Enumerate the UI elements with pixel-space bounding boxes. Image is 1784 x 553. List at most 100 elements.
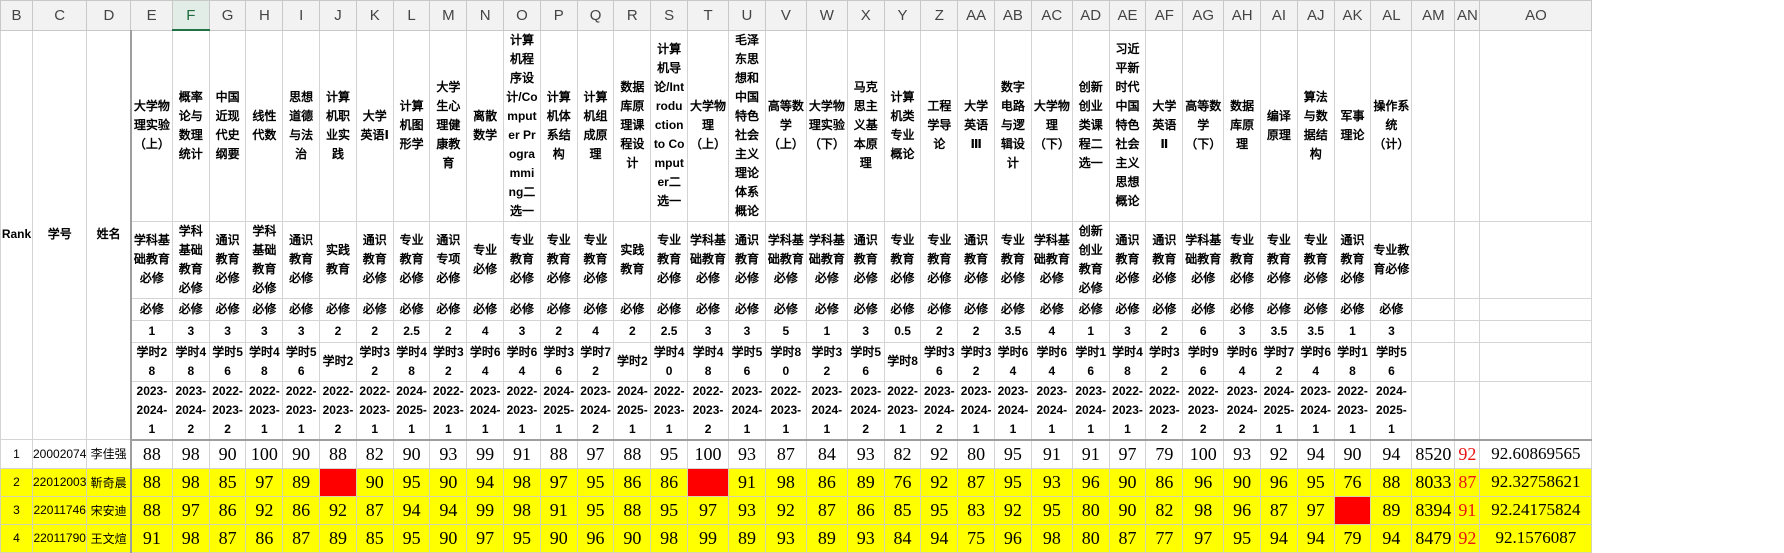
score-cell[interactable]: 98 [1182, 495, 1225, 525]
rank-value-cell[interactable]: 92 [1454, 523, 1481, 553]
course-hours-cell[interactable]: 学时40 [650, 341, 689, 382]
course-type-cell[interactable]: 实践教育 [613, 220, 652, 299]
course-req-cell[interactable]: 必修 [846, 297, 885, 321]
course-term-cell[interactable]: 2022-2023-1 [1108, 380, 1147, 441]
rank-value-cell[interactable]: 92 [1454, 439, 1481, 469]
score-cell[interactable]: 90 [613, 523, 652, 553]
course-hours-cell[interactable]: 学时64 [994, 341, 1032, 382]
course-term-cell[interactable]: 2024-2025-1 [1370, 380, 1413, 441]
course-req-cell[interactable]: 必修 [392, 297, 431, 321]
total-cell[interactable]: 8394 [1411, 495, 1456, 525]
course-req-cell[interactable]: 必修 [728, 297, 766, 321]
rank-value-cell[interactable]: 91 [1454, 495, 1481, 525]
score-cell[interactable]: 86 [282, 495, 321, 525]
score-cell[interactable]: 92 [920, 439, 959, 469]
course-credit-cell[interactable]: 2 [1145, 319, 1184, 343]
course-title-cell[interactable]: 计算机导论/Introduction to Computer二选一 [650, 29, 689, 222]
course-type-cell[interactable]: 通识教育必修 [1108, 220, 1147, 299]
course-hours-cell[interactable]: 学时2 [319, 341, 357, 382]
course-credit-cell[interactable]: 2 [613, 319, 652, 343]
course-hours-cell[interactable]: 学时48 [1108, 341, 1147, 382]
column-header-ai[interactable]: AI [1260, 0, 1298, 31]
score-cell[interactable]: 89 [282, 467, 321, 497]
course-term-cell[interactable]: 2023-2024-1 [994, 380, 1032, 441]
course-title-cell[interactable]: 计算机类专业概论 [883, 29, 922, 222]
course-hours-cell[interactable]: 学时48 [687, 341, 730, 382]
score-cell[interactable]: 97 [171, 495, 210, 525]
course-credit-cell[interactable]: 3 [846, 319, 885, 343]
course-title-cell[interactable]: 算法与数据结构 [1296, 29, 1335, 222]
course-title-cell[interactable]: 高等数学（下） [1182, 29, 1225, 222]
course-term-cell[interactable]: 2022-2023-2 [1145, 380, 1184, 441]
course-hours-cell[interactable]: 学时32 [429, 341, 468, 382]
column-header-s[interactable]: S [650, 0, 689, 31]
course-credit-cell[interactable]: 1 [129, 319, 173, 343]
score-cell[interactable]: 89 [319, 523, 357, 553]
empty-cell[interactable] [1479, 220, 1593, 299]
score-cell[interactable]: 87 [1260, 495, 1298, 525]
course-hours-cell[interactable]: 学时32 [957, 341, 996, 382]
score-cell[interactable]: 90 [1108, 467, 1147, 497]
score-cell[interactable]: 86 [846, 495, 885, 525]
course-hours-cell[interactable]: 学时72 [1260, 341, 1298, 382]
empty-cell[interactable] [1454, 29, 1481, 222]
empty-cell[interactable] [1479, 297, 1593, 321]
empty-cell[interactable] [1479, 319, 1593, 343]
course-term-cell[interactable]: 2022-2023-1 [429, 380, 468, 441]
course-credit-cell[interactable]: 3.5 [994, 319, 1032, 343]
course-title-cell[interactable]: 创新创业类课程二选一 [1071, 29, 1110, 222]
course-req-cell[interactable]: 必修 [1108, 297, 1147, 321]
course-hours-cell[interactable]: 学时2 [613, 341, 652, 382]
course-req-cell[interactable]: 必修 [613, 297, 652, 321]
course-title-cell[interactable]: 计算机程序设计/Computer Programming二选一 [503, 29, 541, 222]
column-header-ae[interactable]: AE [1108, 0, 1147, 31]
course-term-cell[interactable]: 2022-2023-1 [883, 380, 922, 441]
score-cell[interactable]: 100 [245, 439, 284, 469]
course-type-cell[interactable]: 通识教育必修 [208, 220, 247, 299]
empty-cell[interactable] [1479, 380, 1593, 441]
score-cell[interactable]: 86 [613, 467, 652, 497]
course-title-cell[interactable]: 大学英语Ⅲ [957, 29, 996, 222]
column-header-aj[interactable]: AJ [1296, 0, 1335, 31]
column-header-x[interactable]: X [846, 0, 885, 31]
course-hours-cell[interactable]: 学时32 [805, 341, 848, 382]
course-term-cell[interactable]: 2023-2024-1 [957, 380, 996, 441]
score-cell[interactable]: 95 [576, 495, 615, 525]
score-cell[interactable]: 94 [466, 467, 505, 497]
score-cell[interactable]: 95 [650, 439, 689, 469]
rank-cell[interactable]: 4 [0, 523, 33, 553]
score-cell[interactable]: 91 [1071, 439, 1110, 469]
course-term-cell[interactable]: 2024-2025-1 [392, 380, 431, 441]
course-credit-cell[interactable]: 3 [1108, 319, 1147, 343]
course-hours-cell[interactable]: 学时80 [764, 341, 807, 382]
column-header-m[interactable]: M [429, 0, 468, 31]
course-type-cell[interactable]: 通识专项必修 [429, 220, 468, 299]
course-term-cell[interactable]: 2022-2023-1 [764, 380, 807, 441]
score-cell[interactable]: 85 [208, 467, 247, 497]
course-term-cell[interactable]: 2024-2025-1 [1260, 380, 1298, 441]
score-cell[interactable]: 88 [613, 495, 652, 525]
course-req-cell[interactable]: 必修 [576, 297, 615, 321]
score-cell[interactable] [319, 467, 357, 497]
course-hours-cell[interactable]: 学时64 [1030, 341, 1073, 382]
column-header-aa[interactable]: AA [957, 0, 996, 31]
column-header-b[interactable]: B [0, 0, 33, 31]
course-hours-cell[interactable]: 学时96 [1182, 341, 1225, 382]
score-cell[interactable]: 82 [1145, 495, 1184, 525]
course-credit-cell[interactable]: 2 [355, 319, 394, 343]
score-cell[interactable]: 90 [429, 467, 468, 497]
course-title-cell[interactable]: 大学生心理健康教育 [429, 29, 468, 222]
percentage-cell[interactable]: 92.32758621 [1479, 467, 1593, 497]
course-type-cell[interactable]: 创新创业教育必修 [1071, 220, 1110, 299]
score-cell[interactable]: 87 [805, 495, 848, 525]
score-cell[interactable]: 85 [883, 495, 922, 525]
empty-cell[interactable] [1479, 341, 1593, 382]
score-cell[interactable]: 95 [392, 467, 431, 497]
course-req-cell[interactable]: 必修 [208, 297, 247, 321]
score-cell[interactable]: 98 [764, 467, 807, 497]
course-hours-cell[interactable]: 学时32 [355, 341, 394, 382]
course-title-cell[interactable]: 线性代数 [245, 29, 284, 222]
score-cell[interactable]: 96 [1182, 467, 1225, 497]
course-credit-cell[interactable]: 6 [1182, 319, 1225, 343]
score-cell[interactable]: 97 [466, 523, 505, 553]
